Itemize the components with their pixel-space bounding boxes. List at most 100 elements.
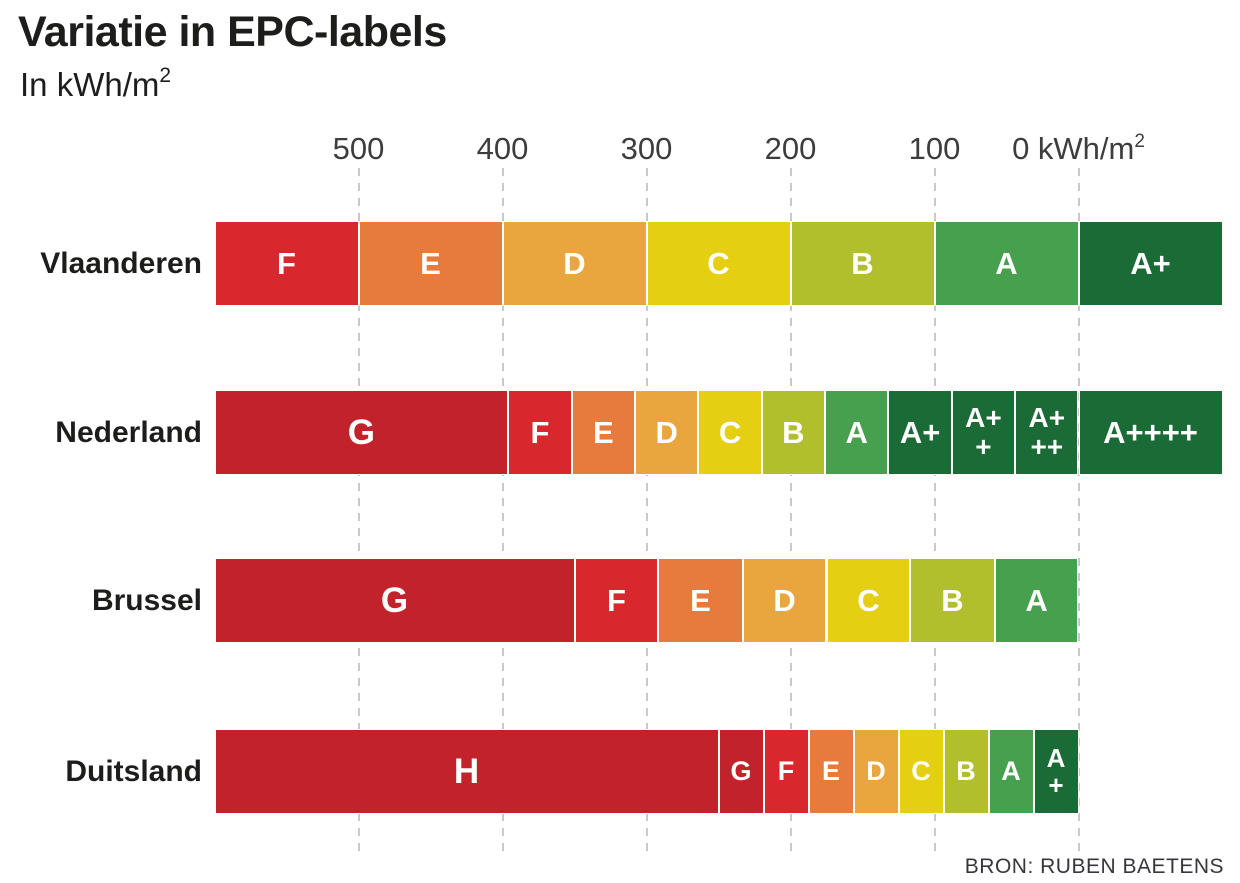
segment-label: F <box>277 245 296 281</box>
bar-segment: F <box>574 558 659 643</box>
bar-segment: A <box>934 221 1079 306</box>
chart-title: Variatie in EPC-labels <box>18 8 447 56</box>
segment-label-stacked: A+ ++ <box>1028 401 1066 462</box>
segment-label: E <box>592 414 614 450</box>
axis-tick-text: 300 <box>620 131 673 166</box>
segment-label: A+ <box>899 414 941 450</box>
segment-label: B <box>941 582 964 618</box>
axis-tick-text: 200 <box>764 131 817 166</box>
bar-segment: C <box>698 390 762 475</box>
bar-segment: D <box>853 729 899 814</box>
axis-tick-text: 0 kWh/m <box>1012 131 1135 166</box>
segment-label-line: + <box>975 430 992 462</box>
row-label: Nederland <box>55 415 202 449</box>
axis-tick-text: 400 <box>476 131 529 166</box>
bar-segment: A <box>988 729 1034 814</box>
segment-label-line: A <box>1046 742 1066 773</box>
grid-line <box>357 168 360 852</box>
bar-segment: B <box>790 221 935 306</box>
bar-segment: G <box>718 729 764 814</box>
bar-segment: C <box>646 221 791 306</box>
subtitle-unit: In kWh/m <box>20 66 160 103</box>
bar-segment: E <box>358 221 503 306</box>
segment-label-line: ++ <box>1030 430 1064 462</box>
bar-segment: H <box>214 729 719 814</box>
segment-label: A <box>1001 756 1021 786</box>
grid-line <box>789 168 792 852</box>
subtitle-superscript: 2 <box>159 64 172 87</box>
segment-label: A <box>995 245 1018 281</box>
bar-segment: B <box>761 390 826 475</box>
chart-subtitle: In kWh/m2 <box>20 64 172 104</box>
axis-tick-label: 0 kWh/m2 <box>1012 131 1145 167</box>
row-label: Vlaanderen <box>40 246 202 280</box>
grid-line <box>501 168 504 852</box>
segment-label: C <box>857 582 880 618</box>
grid-line <box>933 168 936 852</box>
segment-label: F <box>530 414 550 450</box>
axis-tick-label: 200 <box>765 131 817 167</box>
bar-segment: D <box>502 221 647 306</box>
segment-label: A+ <box>1130 245 1171 281</box>
segment-label: G <box>730 756 752 786</box>
bar-segment: B <box>910 558 995 643</box>
axis-tick-text: 500 <box>332 131 385 166</box>
segment-label: B <box>956 756 976 786</box>
segment-label: F <box>607 582 626 618</box>
bar-segment: E <box>571 390 635 475</box>
bar-segment: A+ <box>1033 729 1079 814</box>
grid-line <box>1077 168 1080 852</box>
segment-label-line: + <box>1048 769 1064 800</box>
segment-label: D <box>563 245 586 281</box>
segment-label: C <box>718 414 742 450</box>
segment-label-line: A+ <box>965 401 1002 433</box>
axis-tick-superscript: 2 <box>1134 130 1145 152</box>
segment-label: D <box>866 756 886 786</box>
segment-label-stacked: A + <box>1047 745 1066 798</box>
axis-tick-label: 300 <box>621 131 673 167</box>
segment-label: C <box>707 245 730 281</box>
segment-label: E <box>821 756 840 786</box>
axis-tick-label: 500 <box>333 131 385 167</box>
segment-label: H <box>453 751 480 791</box>
bar-segment: D <box>634 390 699 475</box>
bar-segment: B <box>943 729 989 814</box>
bar-segment: A <box>994 558 1079 643</box>
segment-label: A++++ <box>1103 414 1198 450</box>
bar-segment: F <box>214 221 359 306</box>
segment-label: B <box>851 245 874 281</box>
segment-label: F <box>777 756 795 786</box>
segment-label-stacked: A+ + <box>965 401 1002 462</box>
segment-label: D <box>773 582 796 618</box>
bar-segment: E <box>808 729 854 814</box>
segment-label: D <box>655 414 678 450</box>
bar-segment: C <box>898 729 944 814</box>
segment-label: G <box>347 412 375 452</box>
bar-segment: A+ <box>1078 221 1223 306</box>
bar-segment: G <box>214 390 509 475</box>
segment-label: E <box>690 582 711 618</box>
bar-segment: E <box>658 558 743 643</box>
bar-segment: F <box>508 390 572 475</box>
segment-label: G <box>380 580 409 620</box>
bar-segment: D <box>742 558 827 643</box>
bar-segment: A <box>825 390 889 475</box>
row-label: Duitsland <box>65 754 202 788</box>
grid-line <box>645 168 648 852</box>
bar-segment: A+ ++ <box>1015 390 1079 475</box>
axis-tick-label: 100 <box>909 131 961 167</box>
axis-tick-text: 100 <box>908 131 961 166</box>
segment-label: A <box>1025 582 1048 618</box>
segment-label: C <box>911 756 931 786</box>
source-credit: BRON: RUBEN BAETENS <box>964 855 1224 878</box>
bar-segment: A+ + <box>951 390 1016 475</box>
segment-label: E <box>420 245 441 281</box>
bar-segment: G <box>214 558 575 643</box>
axis-tick-label: 400 <box>477 131 529 167</box>
segment-label-line: A+ <box>1028 401 1066 433</box>
bar-segment: F <box>763 729 809 814</box>
bar-segment: A+ <box>888 390 952 475</box>
row-label: Brussel <box>91 583 202 617</box>
bar-segment: A++++ <box>1078 390 1223 475</box>
